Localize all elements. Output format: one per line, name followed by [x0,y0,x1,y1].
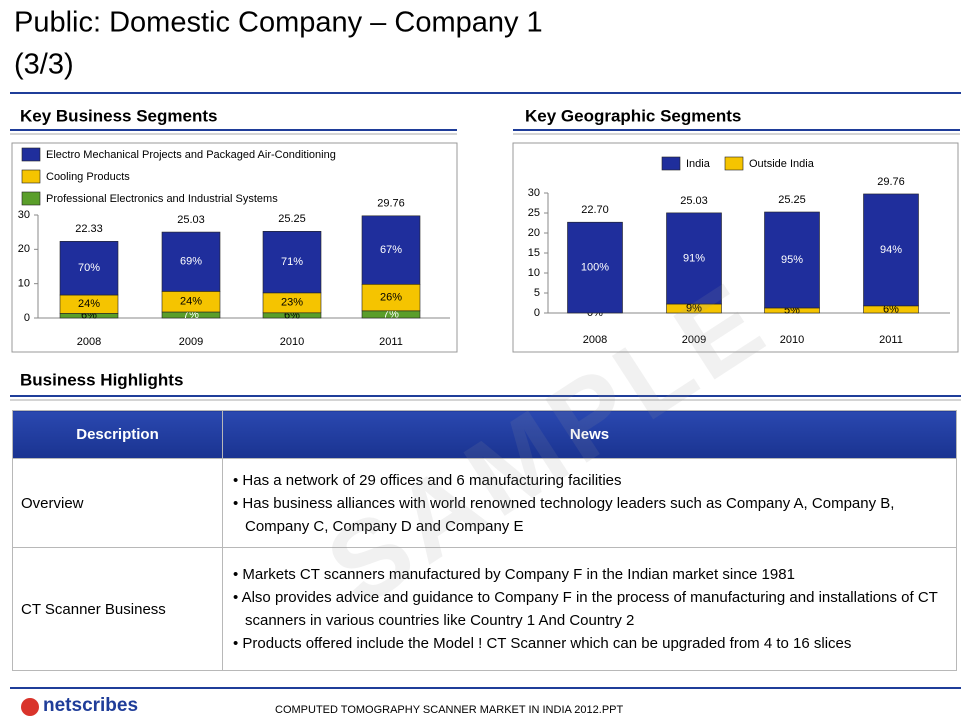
total-label: 25.25 [778,194,806,206]
bar-segment [59,241,119,296]
y-tick-label: 30 [528,187,540,199]
legend-swatch [21,147,41,162]
value-label: 26% [380,291,402,303]
legend-label: Cooling Products [46,171,130,183]
x-tick-label: 2010 [780,334,804,346]
legend-label: Outside India [749,158,815,170]
value-label: 100% [581,262,609,274]
legend-label: India [686,158,711,170]
x-tick-label: 2011 [879,334,903,346]
bar-segment [764,211,820,309]
bar-segment [161,231,221,292]
logo-icon [21,698,39,716]
total-label: 29.76 [877,176,905,188]
total-label: 25.03 [177,214,205,226]
x-tick-label: 2008 [77,336,101,348]
y-tick-label: 0 [534,307,540,319]
news-item: Products offered include the Model ! CT … [227,632,948,655]
description-cell: Overview [12,458,223,548]
section-heading: Business Highlights [20,370,183,389]
value-label: 24% [180,296,202,308]
table-row: CT Scanner BusinessMarkets CT scanners m… [12,547,957,671]
y-tick-label: 5 [534,287,540,299]
value-label: 6% [883,303,899,315]
y-tick-label: 20 [528,227,540,239]
chart-frame [11,142,458,353]
footer-text: COMPUTED TOMOGRAPHY SCANNER MARKET IN IN… [275,704,623,716]
header-cell: Description [12,410,223,459]
x-tick-label: 2008 [583,334,607,346]
bar-segment [361,283,421,312]
description-cell: CT Scanner Business [12,547,223,671]
x-tick-label: 2009 [682,334,706,346]
legend-label: Professional Electronics and Industrial … [46,193,278,205]
y-tick-label: 25 [528,207,540,219]
y-tick-label: 15 [528,247,540,259]
value-label: 94% [880,244,902,256]
title: (3/3) [14,49,74,81]
news-cell: Has a network of 29 offices and 6 manufa… [222,458,957,548]
legend-swatch [661,156,681,171]
total-label: 29.76 [377,198,405,210]
x-tick-label: 2011 [379,336,403,348]
logo: netscribes [43,695,138,716]
legend-swatch [21,169,41,184]
title: Public: Domestic Company – Company 1 [14,7,543,39]
bar-segment [567,221,623,314]
value-label: 67% [380,244,402,256]
value-label: 91% [683,252,705,264]
y-tick-label: 10 [18,278,30,290]
highlights-table: Description News OverviewHas a network o… [12,410,957,671]
section-heading: Key Business Segments [20,106,217,125]
x-tick-label: 2010 [280,336,304,348]
value-label: 95% [781,254,803,266]
news-item: Also provides advice and guidance to Com… [227,586,948,632]
total-label: 22.33 [75,223,103,235]
news-item: Markets CT scanners manufactured by Comp… [227,563,948,586]
y-tick-label: 30 [18,209,30,221]
value-label: 7% [383,308,399,320]
value-label: 9% [686,302,702,314]
news-item: Has a network of 29 offices and 6 manufa… [227,469,948,492]
legend-label: Electro Mechanical Projects and Packaged… [46,149,336,161]
y-tick-label: 10 [528,267,540,279]
bar-segment [863,193,919,307]
bar-segment [262,231,322,294]
total-label: 22.70 [581,204,609,216]
x-tick-label: 2009 [179,336,203,348]
value-label: 71% [281,256,303,268]
y-tick-label: 0 [24,312,30,324]
news-cell: Markets CT scanners manufactured by Comp… [222,547,957,671]
legend-swatch [724,156,744,171]
value-label: 69% [180,256,202,268]
table-row: OverviewHas a network of 29 offices and … [12,458,957,548]
news-item: Has business alliances with world renown… [227,492,948,538]
value-label: 24% [78,298,100,310]
bar-segment [666,212,722,305]
y-tick-label: 20 [18,243,30,255]
total-label: 25.25 [278,213,306,225]
total-label: 25.03 [680,195,708,207]
header-cell: News [222,410,957,459]
section-heading: Key Geographic Segments [525,106,741,125]
legend-swatch [21,191,41,206]
bar-segment [361,215,421,285]
value-label: 70% [78,262,100,274]
chart-frame [512,142,959,353]
value-label: 23% [281,297,303,309]
